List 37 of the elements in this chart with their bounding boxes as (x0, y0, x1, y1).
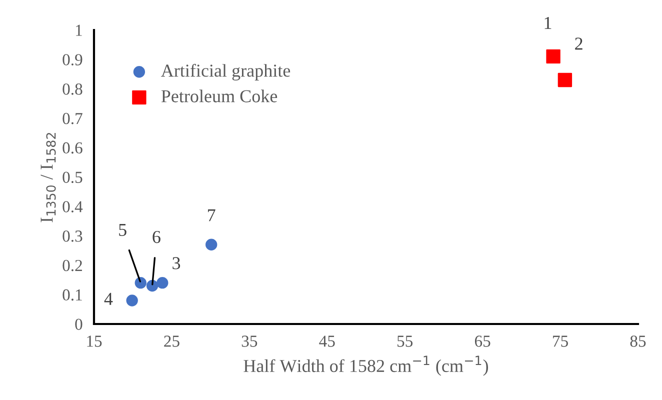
annotation: 1 (544, 16, 552, 29)
x-tick-label: 25 (164, 336, 180, 347)
legend-label: Artificial graphite (161, 64, 290, 80)
point (546, 49, 560, 64)
x-tick-label: 35 (242, 336, 258, 347)
x-tick-label: 15 (87, 336, 102, 347)
point (156, 276, 168, 289)
y-tick-label: 0.1 (62, 289, 82, 301)
y-tick-label: 0.5 (62, 172, 82, 184)
annotation: 5 (119, 224, 126, 236)
x-axis-title: Half Width of 1582 cm$^{−1}$ (cm$^{−1}$) (244, 356, 488, 376)
x-tick-label: 55 (397, 336, 413, 347)
x-tick-label: 65 (474, 336, 490, 347)
y-tick-label: 0.7 (62, 112, 82, 124)
y-tick-label: 0.3 (62, 230, 82, 242)
y-tick-label: 0 (75, 318, 82, 330)
x-tick-label: 75 (553, 336, 568, 347)
annotation: 4 (104, 292, 113, 305)
point (126, 294, 138, 306)
y-tick-label: 0.6 (62, 142, 82, 154)
legend-label: Petroleum Coke (161, 90, 278, 102)
point (146, 280, 158, 292)
annotation: 3 (172, 257, 180, 270)
annotation: 2 (575, 38, 582, 50)
y-tick-label: 0.2 (62, 260, 82, 272)
annotation: 7 (208, 209, 216, 222)
x-tick-label: 85 (630, 336, 646, 347)
point (134, 276, 146, 289)
y-tick-label: 0.9 (62, 54, 82, 66)
y-tick-label: 0.8 (62, 84, 82, 95)
x-tick-label: 45 (319, 336, 335, 347)
y-axis-title: I$_{1350}$ / I$_{1582}$ (40, 132, 56, 222)
point (558, 72, 572, 88)
annotation: 6 (152, 230, 160, 244)
point (206, 238, 218, 250)
y-tick-label: 1 (76, 24, 82, 36)
y-tick-label: 0.4 (62, 201, 83, 212)
